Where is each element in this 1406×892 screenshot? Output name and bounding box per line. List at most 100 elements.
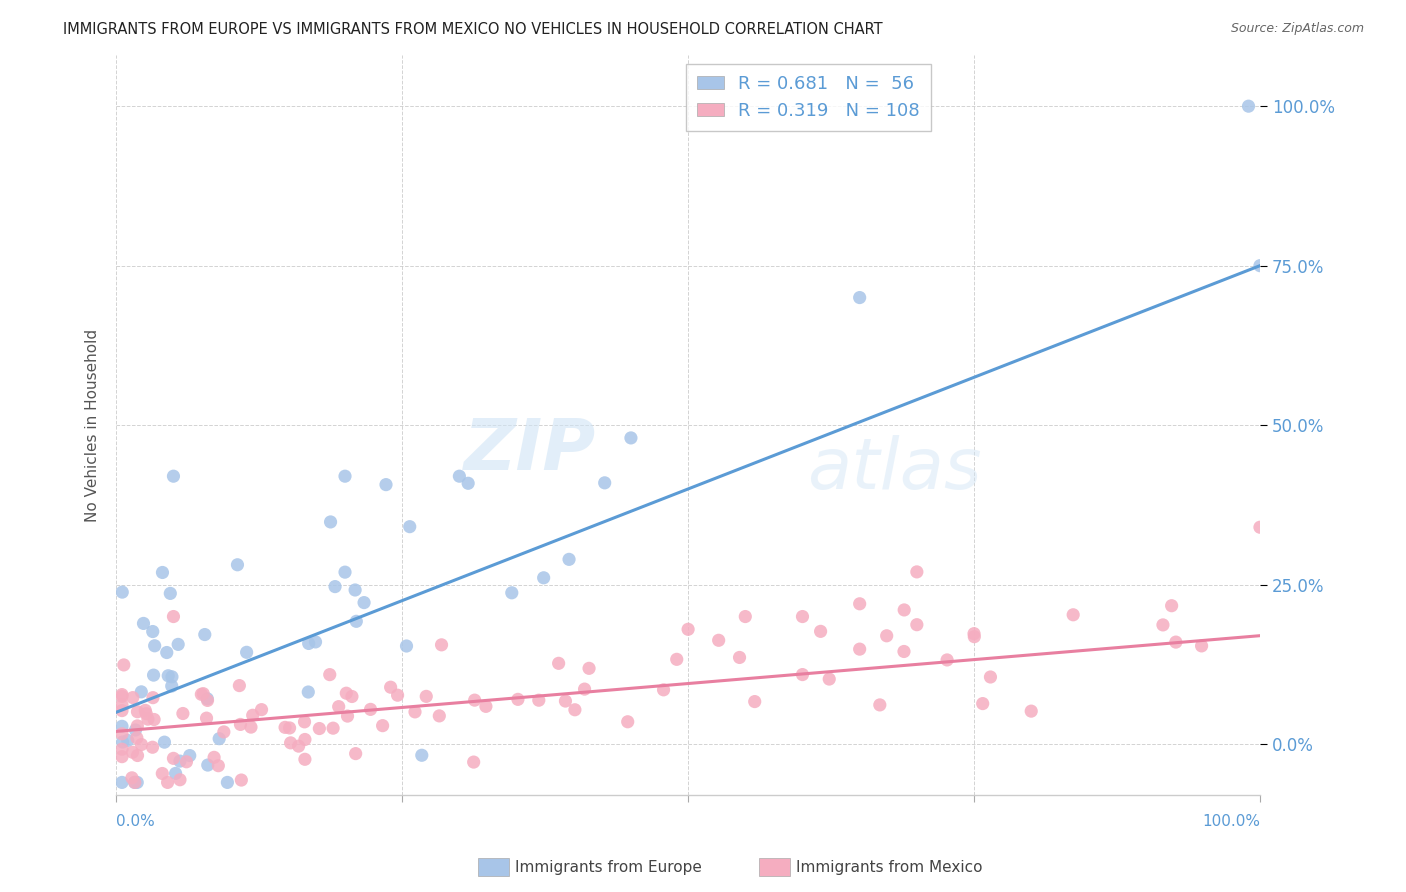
Point [111,698,134,712]
Point [190,687,212,701]
Point [278,721,301,735]
Point [112,657,135,672]
Point [162,751,184,765]
Point [142,624,165,639]
Point [160,679,183,693]
Point [665,652,688,666]
Point [792,609,814,624]
Point [165,766,187,780]
Point [905,565,928,579]
Point [304,635,326,649]
Point [202,750,225,764]
Point [323,580,346,594]
Point [156,775,179,789]
Point [411,748,433,763]
Point [127,748,149,763]
Point [728,650,751,665]
Point [121,745,143,759]
Point [124,775,146,789]
Text: ZIP: ZIP [464,417,596,485]
Point [353,596,375,610]
Point [242,708,264,723]
Point [387,688,409,702]
Point [153,735,176,749]
Text: 100.0%: 100.0% [1202,814,1260,830]
Point [322,721,344,735]
Point [132,616,155,631]
Point [129,685,152,699]
Point [744,695,766,709]
Text: Source: ZipAtlas.com: Source: ZipAtlas.com [1230,22,1364,36]
Point [162,469,184,483]
Point [127,705,149,719]
Point [111,719,134,733]
Point [217,775,239,789]
Point [344,582,367,597]
Point [111,704,134,718]
Point [111,742,134,756]
Point [893,644,915,658]
Point [142,668,165,682]
Point [143,713,166,727]
Point [208,731,231,746]
Point [1191,639,1213,653]
Point [280,736,302,750]
Point [1019,704,1042,718]
Point [150,766,173,780]
Text: 0.0%: 0.0% [117,814,155,830]
Point [398,519,420,533]
Point [194,627,217,641]
Point [335,686,357,700]
Point [1164,635,1187,649]
Point [297,685,319,699]
Point [558,552,581,566]
Point [135,706,157,721]
Point [111,775,134,789]
Text: Immigrants from Mexico: Immigrants from Mexico [796,860,983,874]
Point [159,586,181,600]
Point [134,703,156,717]
Point [152,566,174,580]
Point [449,469,471,483]
Point [274,720,297,734]
Point [578,661,600,675]
Point [415,690,437,704]
Point [1160,599,1182,613]
Point [547,657,569,671]
Point [676,623,699,637]
Point [616,714,638,729]
Point [127,775,149,789]
Point [111,735,134,749]
Point [404,705,426,719]
Point [250,703,273,717]
Text: atlas: atlas [807,435,981,504]
Point [228,679,250,693]
Point [554,694,576,708]
Point [319,515,342,529]
Point [593,475,616,490]
Point [371,719,394,733]
Point [344,747,367,761]
Point [136,712,159,726]
Point [193,687,215,701]
Point [893,603,915,617]
Point [1249,520,1271,534]
Y-axis label: No Vehicles in Household: No Vehicles in Household [86,328,100,522]
Point [111,727,134,741]
Point [195,691,218,706]
Point [527,693,550,707]
Point [963,626,986,640]
Point [294,714,316,729]
Point [375,477,398,491]
Point [869,698,891,712]
Point [111,749,134,764]
Point [294,732,316,747]
Point [157,669,180,683]
Point [231,772,253,787]
Point [121,771,143,785]
Point [239,720,262,734]
Point [792,667,814,681]
Point [848,597,870,611]
Point [111,690,134,704]
Point [319,667,342,681]
